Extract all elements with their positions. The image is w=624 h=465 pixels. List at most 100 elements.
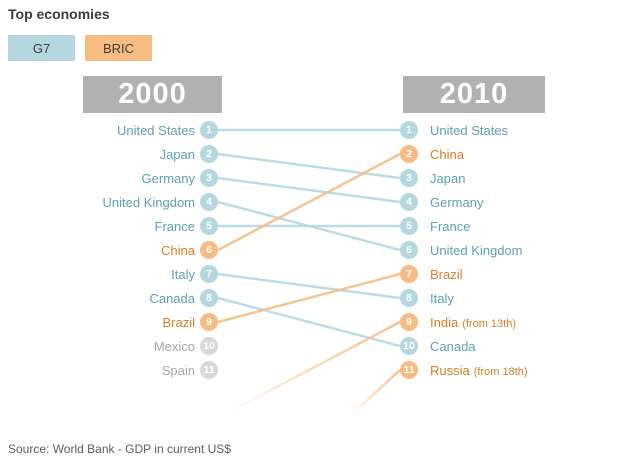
rank-badge: 2 <box>200 145 218 163</box>
country-label: France <box>155 219 195 234</box>
page-title: Top economies <box>8 6 110 22</box>
country-name: France <box>154 218 195 234</box>
rank-badge: 9 <box>200 313 218 331</box>
connector-line-japan <box>217 152 401 180</box>
rank-row-2000: Brazil 9 <box>0 310 218 334</box>
rank-row-2000: United States 1 <box>0 118 218 142</box>
rank-badge: 10 <box>400 337 418 355</box>
rank-badge: 7 <box>200 265 218 283</box>
country-label: Japan <box>430 171 465 186</box>
year-header-2010: 2010 <box>403 76 545 113</box>
country-label: France <box>430 219 470 234</box>
country-name: United Kingdom <box>430 242 523 258</box>
country-label: Italy <box>171 267 195 282</box>
rank-row-2010: 3 Japan <box>400 166 465 190</box>
country-name: United Kingdom <box>102 194 196 210</box>
rank-badge: 8 <box>200 289 218 307</box>
rank-badge: 11 <box>400 361 418 379</box>
country-label: China <box>161 243 195 258</box>
rank-badge: 5 <box>400 217 418 235</box>
connector-line-brazil <box>217 272 401 324</box>
country-label: Brazil <box>162 315 195 330</box>
rank-badge: 3 <box>200 169 218 187</box>
rank-badge: 8 <box>400 289 418 307</box>
country-name: Germany <box>141 170 195 186</box>
rank-row-2010: 6 United Kingdom <box>400 238 523 262</box>
rank-badge: 1 <box>400 121 418 139</box>
legend-label-bric: BRIC <box>102 40 135 56</box>
source-note: Source: World Bank - GDP in current US$ <box>8 442 231 456</box>
rank-row-2000: Germany 3 <box>0 166 218 190</box>
country-label: Russia (from 18th) <box>430 363 528 378</box>
country-label: Spain <box>162 363 195 378</box>
connector-line-italy <box>217 272 401 300</box>
country-label: Germany <box>430 195 483 210</box>
connector-line-india <box>217 320 401 420</box>
rank-badge: 4 <box>400 193 418 211</box>
country-label: Mexico <box>154 339 195 354</box>
rank-row-2010: 1 United States <box>400 118 508 142</box>
legend: G7 BRIC <box>8 35 152 61</box>
rank-badge: 6 <box>400 241 418 259</box>
rank-row-2000: China 6 <box>0 238 218 262</box>
rank-row-2000: Mexico 10 <box>0 334 218 358</box>
country-note: (from 18th) <box>473 365 528 378</box>
country-note: (from 13th) <box>462 317 516 330</box>
country-name: Italy <box>171 266 195 282</box>
country-name: Japan <box>430 170 466 186</box>
country-name: Germany <box>430 194 484 210</box>
country-label: United Kingdom <box>103 195 196 210</box>
legend-item-g7: G7 <box>8 35 75 61</box>
rank-badge: 4 <box>200 193 218 211</box>
connector-line-russia <box>295 369 401 465</box>
country-label: Japan <box>160 147 195 162</box>
country-label: Brazil <box>430 267 463 282</box>
country-name: China <box>430 146 464 162</box>
rank-row-2010: 8 Italy <box>400 286 454 310</box>
country-label: Canada <box>149 291 195 306</box>
rank-row-2010: 11 Russia (from 18th) <box>400 358 528 382</box>
country-name: Italy <box>430 290 454 306</box>
country-label: United Kingdom <box>430 243 523 258</box>
country-name: Canada <box>430 338 476 354</box>
rank-badge: 10 <box>200 337 218 355</box>
country-name: Brazil <box>162 314 195 330</box>
rank-row-2010: 2 China <box>400 142 464 166</box>
rank-row-2000: Italy 7 <box>0 262 218 286</box>
rank-row-2000: Spain 11 <box>0 358 218 382</box>
connector-line-united-kingdom <box>217 200 401 252</box>
country-label: India (from 13th) <box>430 315 516 330</box>
rank-row-2000: Canada 8 <box>0 286 218 310</box>
country-label: United States <box>430 123 508 138</box>
country-name: Spain <box>161 362 195 378</box>
rank-badge: 6 <box>200 241 218 259</box>
legend-label-g7: G7 <box>32 40 51 56</box>
country-name: Japan <box>159 146 195 162</box>
rank-badge: 2 <box>400 145 418 163</box>
connector-line-germany <box>217 176 401 204</box>
rank-badge: 1 <box>200 121 218 139</box>
connector-line-canada <box>217 296 401 348</box>
rank-badge: 11 <box>200 361 218 379</box>
rank-badge: 7 <box>400 265 418 283</box>
country-name: Brazil <box>430 266 463 282</box>
connector-line-china <box>217 152 401 252</box>
country-label: United States <box>117 123 195 138</box>
country-label: Italy <box>430 291 454 306</box>
country-label: China <box>430 147 464 162</box>
rank-row-2010: 9 India (from 13th) <box>400 310 516 334</box>
rank-row-2010: 5 France <box>400 214 470 238</box>
country-name: Russia <box>430 362 470 378</box>
rank-badge: 5 <box>200 217 218 235</box>
rank-row-2010: 10 Canada <box>400 334 476 358</box>
country-label: Canada <box>430 339 476 354</box>
rank-row-2000: United Kingdom 4 <box>0 190 218 214</box>
rank-row-2010: 4 Germany <box>400 190 483 214</box>
rank-row-2010: 7 Brazil <box>400 262 463 286</box>
country-name: United States <box>430 122 509 138</box>
country-name: China <box>161 242 195 258</box>
country-name: France <box>430 218 471 234</box>
country-name: United States <box>116 122 195 138</box>
country-label: Germany <box>142 171 195 186</box>
